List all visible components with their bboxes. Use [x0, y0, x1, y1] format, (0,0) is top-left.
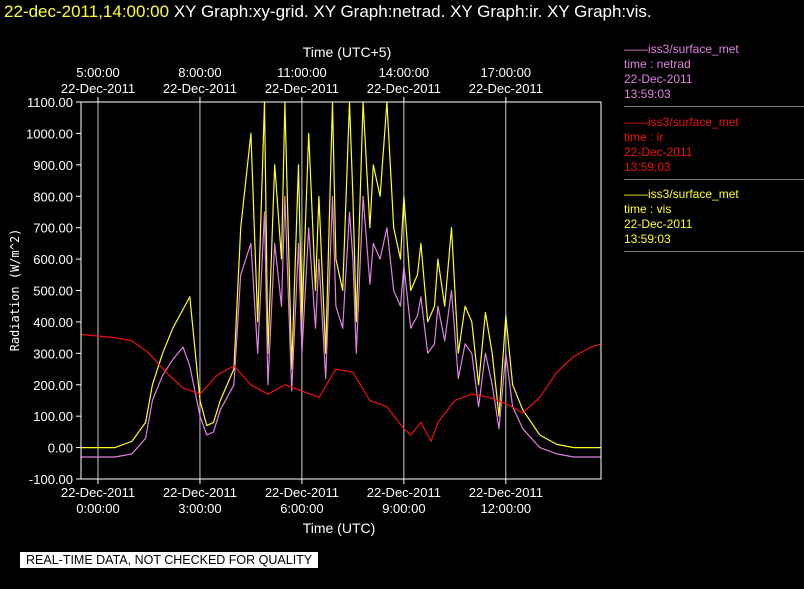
y-tick-label: 300.00 [33, 346, 73, 361]
x-tick-label-time: 6:00:00 [280, 501, 323, 516]
x-tick-label-time: 12:00:00 [481, 501, 532, 516]
x2-tick-label-time: 5:00:00 [76, 65, 119, 80]
x2-tick-label-date: 22-Dec-2011 [367, 81, 441, 96]
y-tick-label: 0.00 [48, 441, 73, 456]
x-axis-top: 5:00:0022-Dec-20118:00:0022-Dec-201111:0… [61, 65, 543, 102]
series-line-netrad [81, 195, 601, 458]
timestamp: 22-dec-2011,14:00:00 [4, 2, 170, 21]
x2-axis-label: Time (UTC+5) [303, 44, 392, 60]
x-tick-label-time: 9:00:00 [382, 501, 425, 516]
plot-frame [80, 101, 602, 480]
x2-tick-label-time: 14:00:00 [379, 65, 430, 80]
grid-lines [97, 102, 507, 479]
y-tick-label: 100.00 [33, 409, 73, 424]
legend-ir-source: ——iss3/surface_met [624, 115, 739, 129]
x-tick-label-time: 3:00:00 [178, 501, 221, 516]
quality-disclaimer: REAL-TIME DATA, NOT CHECKED FOR QUALITY [20, 552, 319, 568]
y-tick-label: -100.00 [29, 472, 73, 487]
legend-ir-time: 13:59:03 [624, 160, 671, 174]
y-tick-label: 400.00 [33, 315, 73, 330]
legend-divider [624, 251, 804, 252]
legend-divider [624, 179, 804, 180]
x-tick-label-date: 22-Dec-2011 [265, 485, 339, 500]
y-axis: -100.00 0.00 100.00 200.00 300.00 400.00 500.0… [26, 95, 81, 487]
legend-netrad-time: 13:59:03 [624, 87, 671, 101]
y-tick-label: 200.00 [33, 378, 73, 393]
legend-ir-label: time : ir [624, 130, 664, 144]
legend-ir: ——iss3/surface_met time : ir 22-Dec-2011… [624, 115, 804, 180]
graph-list: XY Graph:xy-grid. XY Graph:netrad. XY Gr… [173, 2, 652, 21]
y-tick-label: 800.00 [33, 189, 73, 204]
x-axis-bottom: 22-Dec-20110:00:0022-Dec-20113:00:0022-D… [61, 479, 543, 516]
legend-ir-date: 22-Dec-2011 [624, 145, 693, 159]
legend-divider [624, 106, 804, 107]
legend-vis-date: 22-Dec-2011 [624, 217, 693, 231]
legend-vis-label: time : vis [624, 202, 672, 216]
y-axis-label: Radiation (W/m^2) [8, 229, 22, 352]
chart-header: 22-dec-2011,14:00:00 XY Graph:xy-grid. X… [4, 2, 652, 22]
legend-netrad-date: 22-Dec-2011 [624, 72, 693, 86]
x2-tick-label-time: 17:00:00 [481, 65, 532, 80]
legend-netrad: ——iss3/surface_met time : netrad 22-Dec-… [624, 42, 804, 107]
y-tick-label: 600.00 [33, 252, 73, 267]
legend-vis: ——iss3/surface_met time : vis 22-Dec-201… [624, 187, 804, 252]
x-tick-label-date: 22-Dec-2011 [469, 485, 543, 500]
x-tick-label-date: 22-Dec-2011 [367, 485, 441, 500]
y-tick-label: 1000.00 [26, 126, 73, 141]
y-tick-label: 500.00 [33, 284, 73, 299]
x2-tick-label-time: 11:00:00 [277, 65, 327, 80]
series-line-ir [80, 333, 602, 442]
legend-netrad-label: time : netrad [624, 57, 691, 71]
series-layer [80, 101, 602, 458]
y-tick-label: 900.00 [33, 158, 73, 173]
x-tick-label-date: 22-Dec-2011 [61, 485, 135, 500]
x-tick-label-date: 22-Dec-2011 [163, 485, 237, 500]
legend-vis-source: ——iss3/surface_met [624, 187, 739, 201]
x2-tick-label-date: 22-Dec-2011 [469, 81, 543, 96]
legend-netrad-source: ——iss3/surface_met [624, 42, 739, 56]
series-line-vis [81, 101, 601, 449]
y-tick-label: 700.00 [33, 221, 73, 236]
x2-tick-label-date: 22-Dec-2011 [163, 81, 237, 96]
y-tick-label: 1100.00 [27, 95, 73, 110]
x2-tick-label-date: 22-Dec-2011 [61, 81, 135, 96]
x-axis-label: Time (UTC) [303, 520, 376, 536]
legend-vis-time: 13:59:03 [624, 232, 671, 246]
x2-tick-label-time: 8:00:00 [178, 65, 221, 80]
x2-tick-label-date: 22-Dec-2011 [265, 81, 339, 96]
x-tick-label-time: 0:00:00 [76, 501, 119, 516]
